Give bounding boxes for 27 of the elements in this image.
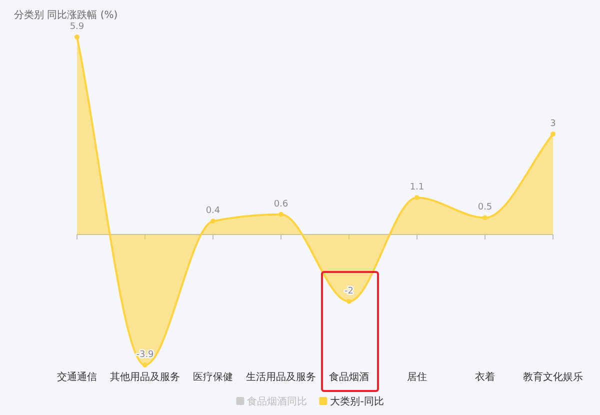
x-tick-label: 生活用品及服务 [246, 371, 316, 383]
legend-label: 食品烟酒同比 [247, 396, 308, 408]
point [278, 212, 284, 217]
point [414, 195, 420, 200]
x-tick-label: 医疗保健 [193, 371, 233, 383]
data-label: 5.9 [70, 22, 84, 32]
y-axis-title: 分类别 同比涨跌幅 (%) [14, 9, 118, 21]
data-label: 1.1 [410, 182, 424, 193]
point [142, 362, 148, 368]
data-label: 0.6 [274, 199, 288, 210]
x-tick-label: 其他用品及服务 [110, 371, 180, 383]
data-label: 0.4 [206, 206, 220, 216]
point [482, 215, 488, 220]
point [74, 34, 80, 40]
x-tick-label: 居住 [407, 372, 427, 383]
data-label: 0.5 [478, 202, 492, 213]
data-label: -2 [344, 286, 354, 296]
x-tick-label: 交通通信 [57, 371, 97, 383]
x-tick-label: 衣着 [475, 371, 495, 383]
point [550, 132, 556, 137]
point [346, 298, 352, 304]
legend-label: 大类别-同比 [330, 396, 384, 408]
data-label: -3.9 [136, 350, 154, 360]
x-tick-label: 食品烟酒 [329, 371, 369, 383]
point [210, 218, 216, 224]
data-label: 3 [550, 119, 556, 130]
x-tick-label: 教育文化娱乐 [523, 371, 583, 383]
